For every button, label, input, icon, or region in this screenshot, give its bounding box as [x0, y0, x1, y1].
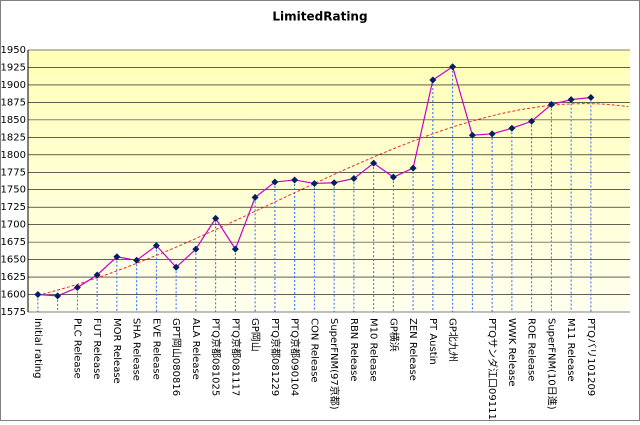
y-tick-label: 1775 — [1, 167, 26, 178]
marker — [172, 263, 180, 271]
x-tick-label: PLC Release — [71, 318, 82, 379]
marker — [528, 117, 536, 125]
marker — [212, 214, 220, 222]
y-tick-label: 1850 — [1, 115, 26, 126]
x-tick-label: PTQサンダ江口091115 — [486, 318, 499, 421]
x-tick-label: PTQバリ101209 — [585, 318, 597, 396]
x-tick-label: PT Austin — [427, 318, 438, 365]
x-tick-label: RBN Release — [348, 318, 359, 382]
marker — [488, 130, 496, 138]
plot-area — [28, 50, 630, 312]
x-tick-label: SuperFNM(10日進) — [545, 318, 557, 410]
marker — [152, 242, 160, 250]
x-tick-label: M11 Release — [565, 318, 576, 382]
marker — [271, 178, 279, 186]
y-tick-label: 1750 — [1, 185, 26, 196]
x-tick-label: ALA Release — [190, 318, 201, 380]
x-tick-label: GP北九州 — [447, 318, 459, 362]
marker — [370, 159, 378, 167]
marker — [547, 100, 555, 108]
marker — [291, 176, 299, 184]
marker — [93, 271, 101, 279]
marker — [567, 96, 575, 104]
marker — [231, 245, 239, 253]
trendline — [37, 103, 629, 296]
x-tick-label: WWK Release — [506, 318, 517, 387]
x-tick-label: GP横浜 — [387, 318, 400, 352]
x-tick-label: SuperFNM(97京都) — [328, 318, 341, 410]
marker — [113, 253, 121, 261]
x-tick-label: MOR Release — [111, 318, 122, 384]
marker — [587, 94, 595, 102]
marker — [409, 164, 417, 172]
x-tick-label: GP岡山 — [249, 318, 261, 352]
marker — [330, 179, 338, 187]
marker — [389, 173, 397, 181]
y-tick-label: 1675 — [1, 237, 26, 248]
marker — [449, 63, 457, 71]
y-tick-label: 1650 — [1, 255, 26, 266]
marker — [310, 179, 318, 187]
x-tick-label: M10 Release — [368, 318, 379, 382]
x-tick-label: PTQ京都081229 — [269, 318, 282, 396]
y-tick-label: 1950 — [1, 45, 26, 56]
x-tick-label: EVE Release — [150, 318, 161, 380]
marker — [133, 256, 141, 264]
marker — [350, 175, 358, 183]
x-tick-label: ROE Release — [526, 318, 537, 381]
x-tick-label: SHA Release — [131, 318, 142, 381]
x-tick-label: PTQ京都090104 — [289, 318, 302, 396]
y-tick-label: 1725 — [1, 202, 26, 213]
x-tick-label: GPT岡山080816 — [170, 318, 182, 396]
y-tick-label: 1700 — [1, 220, 26, 231]
x-tick-label: PTQ京都081025 — [210, 318, 223, 396]
y-tick-label: 1925 — [1, 62, 26, 73]
x-tick-label: FUT Release — [91, 318, 102, 379]
y-tick-label: 1800 — [1, 150, 26, 161]
y-tick-label: 1825 — [1, 132, 26, 143]
y-tick-label: 1575 — [1, 307, 26, 318]
y-tick-label: 1600 — [1, 290, 26, 301]
x-tick-label: PTQ京都081117 — [229, 318, 242, 396]
y-tick-label: 1625 — [1, 272, 26, 283]
marker — [54, 292, 62, 300]
marker — [468, 131, 476, 139]
marker — [508, 124, 516, 132]
marker — [73, 284, 81, 292]
y-tick-label: 1900 — [1, 80, 26, 91]
x-tick-label: ZEN Release — [407, 318, 418, 381]
marker — [192, 245, 200, 253]
marker — [429, 76, 437, 84]
x-tick-label: CON Release — [308, 318, 319, 383]
marker — [34, 291, 42, 299]
y-tick-label: 1875 — [1, 97, 26, 108]
x-tick-label: Initial rating — [32, 318, 43, 378]
chart-title: LimitedRating — [272, 10, 367, 24]
marker — [251, 193, 259, 201]
